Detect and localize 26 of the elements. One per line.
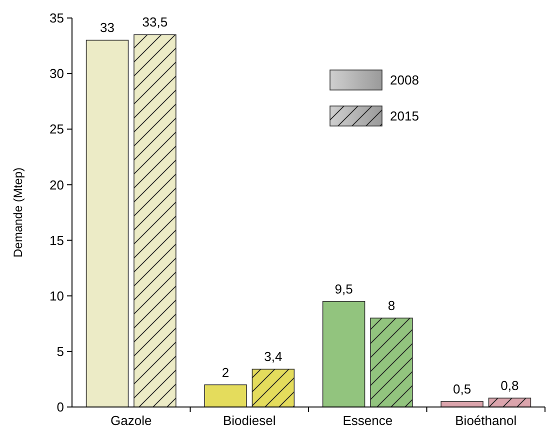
data-label: 9,5 <box>334 281 353 296</box>
x-tick-label: Gazole <box>110 413 152 428</box>
y-tick-label: 15 <box>50 232 64 248</box>
y-tick-label: 10 <box>50 288 64 304</box>
x-tick-label: Bioéthanol <box>455 413 517 428</box>
data-label: 3,4 <box>264 349 282 364</box>
y-tick-label: 5 <box>56 344 64 359</box>
data-label: 33,5 <box>142 14 168 30</box>
bar <box>322 301 366 408</box>
y-axis-title: Demande (Mtep) <box>11 167 25 258</box>
legend-label: 2015 <box>390 108 419 124</box>
x-tick-label: Essence <box>342 413 393 428</box>
y-tick-label: 0 <box>56 400 64 415</box>
data-label: 2 <box>222 364 230 380</box>
data-label: 0,8 <box>500 378 519 394</box>
legend-label: 2008 <box>390 72 419 88</box>
y-tick-label: 25 <box>50 122 64 137</box>
x-tick-label: Biodiesel <box>222 413 276 428</box>
y-tick-label: 20 <box>50 177 64 192</box>
bar <box>204 384 247 408</box>
bar <box>86 40 129 408</box>
y-tick-label: 30 <box>50 66 64 82</box>
data-label: 33 <box>100 20 115 36</box>
y-tick-label: 35 <box>50 10 64 26</box>
data-label: 8 <box>388 298 396 314</box>
data-label: 0,5 <box>452 381 472 396</box>
